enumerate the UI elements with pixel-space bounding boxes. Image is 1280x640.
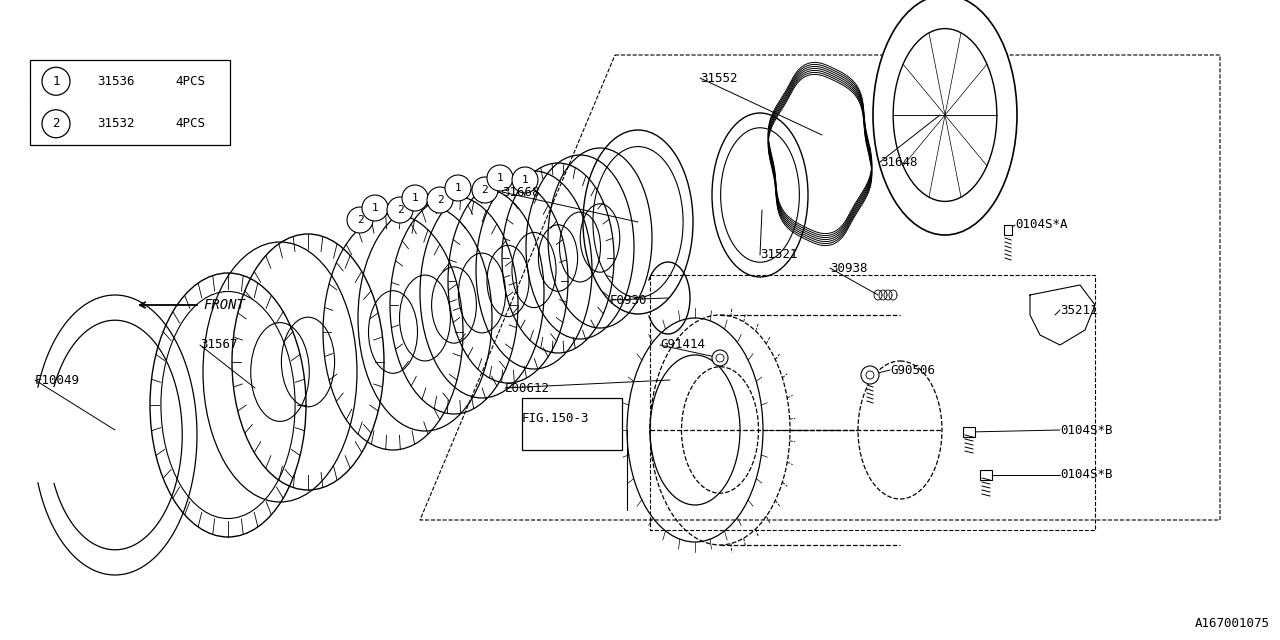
Bar bbox=[980, 470, 992, 480]
Ellipse shape bbox=[893, 29, 997, 202]
Text: 0104S*B: 0104S*B bbox=[1060, 424, 1112, 436]
Text: FIG.150-3: FIG.150-3 bbox=[522, 412, 590, 424]
Text: 4PCS: 4PCS bbox=[175, 75, 205, 88]
Text: 31648: 31648 bbox=[881, 156, 918, 168]
Text: 2: 2 bbox=[52, 117, 60, 131]
Text: G91414: G91414 bbox=[660, 339, 705, 351]
Circle shape bbox=[347, 207, 372, 233]
Text: FRONT: FRONT bbox=[204, 298, 244, 312]
Text: 31521: 31521 bbox=[760, 248, 797, 262]
Text: 1: 1 bbox=[454, 183, 461, 193]
Bar bbox=[29, 60, 230, 145]
Text: 2: 2 bbox=[436, 195, 443, 205]
Text: F0930: F0930 bbox=[611, 294, 648, 307]
Text: 2: 2 bbox=[481, 185, 489, 195]
Text: 2: 2 bbox=[397, 205, 403, 215]
Circle shape bbox=[402, 185, 428, 211]
Circle shape bbox=[512, 167, 538, 193]
Text: 31536: 31536 bbox=[97, 75, 134, 88]
Text: 31567: 31567 bbox=[200, 339, 238, 351]
Ellipse shape bbox=[873, 0, 1018, 235]
Text: 1: 1 bbox=[412, 193, 419, 203]
Text: A167001075: A167001075 bbox=[1196, 617, 1270, 630]
Circle shape bbox=[428, 187, 453, 213]
Text: 1: 1 bbox=[371, 203, 379, 213]
Circle shape bbox=[472, 177, 498, 203]
Text: G90506: G90506 bbox=[890, 364, 934, 376]
Text: 2: 2 bbox=[357, 215, 364, 225]
Text: 0104S*A: 0104S*A bbox=[1015, 218, 1068, 232]
Text: 35211: 35211 bbox=[1060, 303, 1097, 317]
Text: 31552: 31552 bbox=[700, 72, 737, 84]
Circle shape bbox=[712, 350, 728, 366]
Circle shape bbox=[867, 371, 874, 379]
Text: E00612: E00612 bbox=[506, 381, 550, 394]
Text: 4PCS: 4PCS bbox=[175, 117, 205, 131]
Circle shape bbox=[42, 109, 70, 138]
Circle shape bbox=[387, 197, 413, 223]
Text: F10049: F10049 bbox=[35, 374, 79, 387]
Polygon shape bbox=[1030, 285, 1094, 345]
Circle shape bbox=[716, 354, 724, 362]
Bar bbox=[963, 427, 975, 437]
Text: 0104S*B: 0104S*B bbox=[1060, 468, 1112, 481]
Bar bbox=[522, 398, 622, 450]
Bar bbox=[1004, 225, 1012, 235]
Text: 1: 1 bbox=[497, 173, 503, 183]
Text: 30938: 30938 bbox=[829, 262, 868, 275]
Circle shape bbox=[42, 67, 70, 95]
Text: 31532: 31532 bbox=[97, 117, 134, 131]
Circle shape bbox=[486, 165, 513, 191]
Text: 31668: 31668 bbox=[502, 186, 539, 198]
Text: 1: 1 bbox=[52, 75, 60, 88]
Text: 1: 1 bbox=[522, 175, 529, 185]
Circle shape bbox=[445, 175, 471, 201]
Circle shape bbox=[861, 366, 879, 384]
Circle shape bbox=[362, 195, 388, 221]
